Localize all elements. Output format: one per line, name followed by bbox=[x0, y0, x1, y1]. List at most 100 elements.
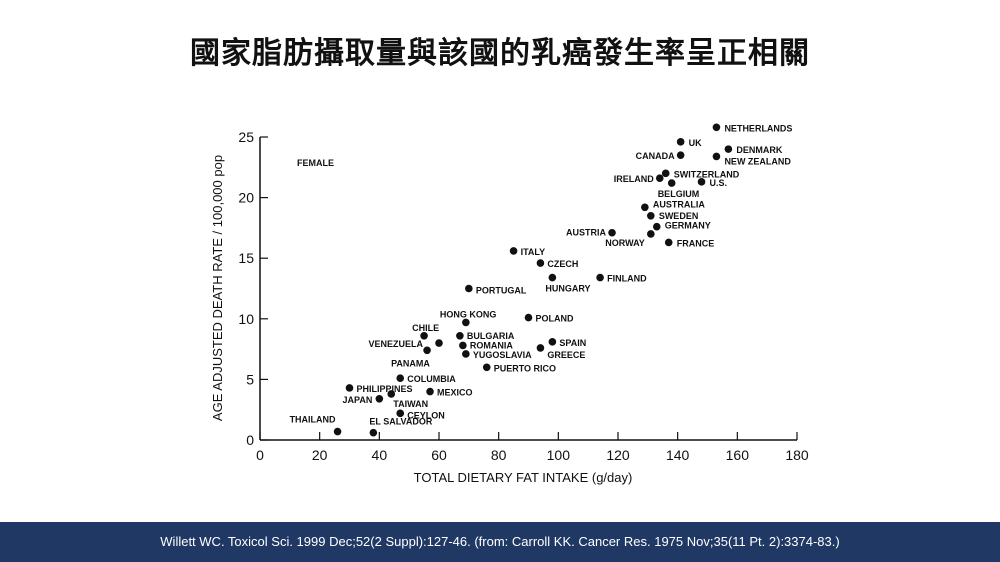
data-point bbox=[369, 428, 378, 437]
point-label: PHILIPPINES bbox=[357, 384, 413, 394]
data-point bbox=[375, 394, 384, 403]
y-axis-label: AGE ADJUSTED DEATH RATE / 100,000 pop bbox=[210, 155, 225, 421]
point-label: SWEDEN bbox=[659, 211, 699, 221]
point-label: CANADA bbox=[636, 151, 675, 161]
slide-title: 國家脂肪攝取量與該國的乳癌發生率呈正相關 bbox=[190, 36, 810, 71]
data-point bbox=[536, 344, 545, 352]
data-point bbox=[655, 174, 664, 183]
point-label: NORWAY bbox=[605, 238, 645, 248]
point-label: GREECE bbox=[547, 350, 585, 360]
point-label: AUSTRALIA bbox=[653, 199, 705, 209]
point-label: POLAND bbox=[536, 314, 575, 324]
point-label: HUNGARY bbox=[545, 284, 590, 294]
point-label: SPAIN bbox=[559, 338, 586, 348]
data-point bbox=[676, 151, 685, 159]
chart-points: NETHERLANDS UK DENMARK CANADA NEW ZEALAND SWI… bbox=[290, 123, 792, 437]
data-point bbox=[426, 387, 434, 396]
scatter-chart: 0 20 40 60 80 100 120 140 160 180 0 5 10 15 20 25 NETHE… bbox=[210, 123, 809, 485]
data-point bbox=[608, 228, 616, 237]
point-label: PUERTO RICO bbox=[494, 363, 556, 373]
point-label: DENMARK bbox=[736, 145, 782, 155]
y-tick-label: 5 bbox=[246, 371, 254, 387]
x-axis-label: TOTAL DIETARY FAT INTAKE (g/day) bbox=[414, 470, 633, 485]
point-label: MEXICO bbox=[437, 388, 473, 398]
point-label: ITALY bbox=[521, 247, 546, 257]
y-tick-label: 20 bbox=[238, 190, 254, 206]
point-label: ROMANIA bbox=[470, 340, 513, 350]
data-point bbox=[509, 247, 518, 255]
data-point bbox=[652, 222, 661, 231]
x-tick-label: 100 bbox=[547, 447, 571, 463]
data-point bbox=[667, 179, 676, 187]
data-point bbox=[462, 350, 470, 358]
point-label: UK bbox=[689, 138, 702, 148]
chart-axes: 0 20 40 60 80 100 120 140 160 180 0 5 10 15 20 25 bbox=[238, 129, 808, 463]
y-tick-label: 25 bbox=[238, 129, 254, 145]
x-tick-label: 80 bbox=[491, 447, 507, 463]
chart-annotation: FEMALE bbox=[297, 158, 334, 168]
point-label: IRELAND bbox=[614, 174, 654, 184]
point-label: NEW ZEALAND bbox=[724, 156, 791, 166]
point-label: PORTUGAL bbox=[476, 286, 527, 296]
data-point bbox=[456, 331, 464, 340]
point-label: BULGARIA bbox=[467, 331, 515, 341]
data-point bbox=[596, 273, 604, 282]
y-tick-label: 15 bbox=[238, 250, 254, 266]
point-label: PANAMA bbox=[391, 358, 430, 368]
data-point bbox=[661, 169, 670, 178]
point-label: CZECH bbox=[547, 259, 578, 269]
data-point bbox=[387, 390, 396, 398]
x-tick-label: 140 bbox=[666, 447, 690, 463]
data-point bbox=[641, 203, 649, 212]
y-tick-label: 0 bbox=[246, 432, 254, 448]
data-point bbox=[420, 331, 428, 340]
data-point bbox=[435, 339, 443, 347]
data-point bbox=[647, 211, 655, 220]
point-label: AUSTRIA bbox=[566, 228, 606, 238]
data-point bbox=[345, 384, 354, 392]
citation-text: Willett WC. Toxicol Sci. 1999 Dec;52(2 S… bbox=[160, 534, 840, 549]
data-point bbox=[548, 273, 557, 282]
x-tick-label: 120 bbox=[606, 447, 630, 463]
data-point bbox=[676, 138, 685, 146]
data-point bbox=[697, 178, 706, 186]
point-label: FINLAND bbox=[607, 274, 647, 284]
citation-bar: Willett WC. Toxicol Sci. 1999 Dec;52(2 S… bbox=[0, 522, 1000, 562]
data-point bbox=[333, 427, 342, 436]
data-point bbox=[712, 152, 721, 161]
data-point bbox=[482, 363, 491, 372]
x-tick-label: 40 bbox=[372, 447, 388, 463]
data-point bbox=[712, 123, 721, 132]
point-label: FRANCE bbox=[677, 238, 715, 248]
point-label: HONG KONG bbox=[440, 309, 497, 319]
data-point bbox=[423, 346, 431, 355]
point-label: EL SALVADOR bbox=[369, 417, 433, 427]
data-point bbox=[524, 313, 533, 322]
point-label: COLUMBIA bbox=[407, 374, 456, 384]
x-tick-label: 60 bbox=[431, 447, 447, 463]
y-tick-label: 10 bbox=[238, 311, 254, 327]
point-label: THAILAND bbox=[290, 415, 336, 425]
data-point bbox=[548, 338, 557, 346]
data-point bbox=[396, 374, 405, 382]
x-tick-label: 160 bbox=[726, 447, 750, 463]
data-point bbox=[465, 284, 473, 293]
point-label: TAIWAN bbox=[393, 399, 428, 409]
data-point bbox=[462, 318, 470, 327]
point-label: VENEZUELA bbox=[368, 339, 423, 349]
point-label: GERMANY bbox=[665, 221, 711, 231]
point-label: CHILE bbox=[412, 323, 439, 333]
data-point bbox=[664, 238, 673, 247]
point-label: YUGOSLAVIA bbox=[473, 350, 532, 360]
point-label: CEYLON bbox=[407, 410, 445, 420]
point-label: SWITZERLAND bbox=[674, 169, 740, 179]
point-label: U.S. bbox=[710, 178, 728, 188]
x-tick-label: 0 bbox=[256, 447, 264, 463]
data-point bbox=[459, 341, 467, 350]
data-point bbox=[647, 230, 655, 238]
data-point bbox=[724, 145, 733, 153]
x-tick-label: 180 bbox=[785, 447, 809, 463]
x-tick-label: 20 bbox=[312, 447, 328, 463]
data-point bbox=[536, 259, 545, 267]
point-label: NETHERLANDS bbox=[724, 123, 792, 133]
